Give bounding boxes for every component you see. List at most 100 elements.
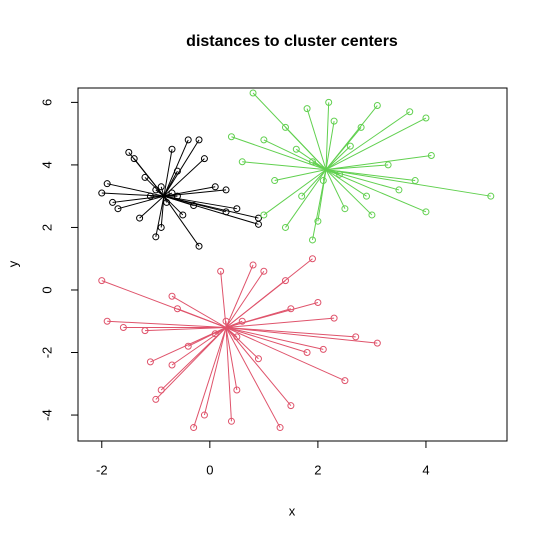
point (384, 161, 392, 169)
distance-segment (117, 195, 165, 210)
point (114, 205, 122, 213)
point (184, 342, 192, 350)
point (487, 192, 495, 200)
distance-segment (226, 327, 356, 338)
distance-segment (225, 327, 378, 344)
point (314, 217, 322, 225)
distance-segment (112, 195, 164, 203)
point (157, 183, 165, 191)
point (136, 214, 144, 222)
point (173, 167, 181, 175)
point (260, 136, 268, 144)
point (233, 386, 241, 394)
point (109, 198, 117, 206)
point (98, 189, 106, 197)
y-tick-label: -4 (39, 409, 54, 421)
distance-segment (225, 317, 335, 329)
distance-segment (160, 327, 227, 391)
point (336, 170, 344, 178)
distance-segment (225, 327, 324, 350)
distance-segment (225, 327, 238, 338)
distance-segment (225, 327, 346, 382)
distance-segment (325, 117, 427, 171)
distance-segment (163, 139, 200, 197)
distance-segment (163, 186, 216, 197)
point (319, 345, 327, 353)
point (146, 358, 154, 366)
point (184, 136, 192, 144)
point (141, 327, 149, 335)
chart-title: distances to cluster centers (186, 33, 398, 50)
distance-segment (225, 327, 292, 406)
point (222, 208, 230, 216)
x-tick-label: 4 (422, 462, 429, 477)
point (168, 145, 176, 153)
point (281, 277, 289, 285)
y-tick-label: 4 (39, 161, 54, 168)
distance-segment (155, 189, 165, 197)
point (357, 123, 365, 131)
distance-segment (325, 169, 373, 216)
distance-segment (325, 169, 491, 197)
distance-segment (285, 169, 327, 228)
point (330, 314, 338, 322)
point (352, 333, 360, 341)
distance-segment (225, 327, 232, 422)
x-axis-label: x (289, 503, 296, 518)
point (427, 152, 435, 160)
point (179, 211, 187, 219)
point (422, 114, 430, 122)
point (238, 158, 246, 166)
distance-segment (107, 320, 227, 329)
point (303, 349, 311, 357)
distance-segment (325, 102, 330, 170)
distance-segment (225, 327, 308, 353)
point (103, 317, 111, 325)
distance-segment (325, 169, 400, 191)
point (395, 186, 403, 194)
distance-segment (193, 327, 227, 428)
point (346, 142, 354, 150)
point (119, 324, 127, 332)
point (298, 192, 306, 200)
distance-segment (163, 192, 173, 197)
point (308, 158, 316, 166)
point (260, 211, 268, 219)
point (217, 267, 225, 275)
point (233, 205, 241, 213)
distance-segment (163, 149, 173, 197)
point (227, 133, 235, 141)
distance-segment (144, 327, 227, 332)
point (125, 148, 133, 156)
point (308, 255, 316, 263)
distance-segment (325, 169, 340, 175)
point (368, 211, 376, 219)
point (200, 155, 208, 163)
point (227, 417, 235, 425)
x-tick-label: 0 (206, 462, 213, 477)
point (195, 242, 203, 250)
distance-segment (322, 169, 327, 181)
point (211, 183, 219, 191)
distance-segment (203, 327, 227, 416)
distance-segment (225, 302, 319, 328)
point (406, 108, 414, 116)
distance-segment (325, 145, 351, 170)
point (152, 186, 160, 194)
distance-segment (285, 127, 327, 170)
point (254, 220, 262, 228)
distance-segment (225, 264, 254, 328)
distance-segment (274, 169, 327, 182)
point (168, 292, 176, 300)
distance-segment (325, 169, 346, 209)
distance-segment (107, 183, 165, 197)
point (287, 402, 295, 410)
point (249, 89, 257, 97)
distance-segment (325, 111, 411, 171)
distance-segment (306, 108, 327, 170)
distance-segment (171, 327, 227, 366)
point (292, 145, 300, 153)
point (341, 377, 349, 385)
point (157, 223, 165, 231)
distance-segment (263, 139, 327, 171)
